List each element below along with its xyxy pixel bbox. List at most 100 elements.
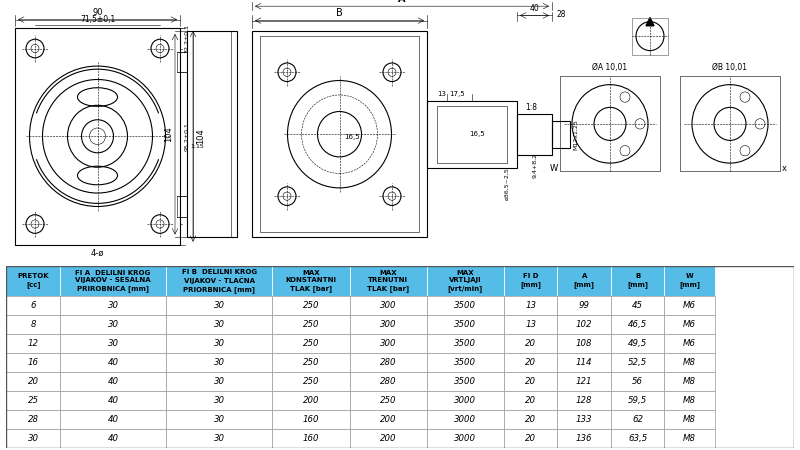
- Text: 46,5: 46,5: [628, 320, 647, 329]
- Bar: [558, 315, 611, 334]
- Text: 3500: 3500: [454, 320, 476, 329]
- Text: 30: 30: [107, 301, 118, 310]
- Text: 300: 300: [380, 301, 397, 310]
- Bar: [6, 391, 60, 410]
- Bar: [60, 296, 166, 315]
- Text: M8: M8: [683, 396, 696, 405]
- Text: 160: 160: [302, 434, 319, 443]
- Text: 63,5: 63,5: [628, 434, 647, 443]
- Text: 121: 121: [576, 377, 593, 386]
- Text: 102: 102: [576, 320, 593, 329]
- Bar: [166, 315, 273, 334]
- Bar: [166, 266, 273, 296]
- Text: 56: 56: [632, 377, 643, 386]
- Text: M8: M8: [683, 415, 696, 424]
- Text: 20: 20: [525, 396, 536, 405]
- Text: ØB 10,01: ØB 10,01: [713, 63, 747, 72]
- Bar: [611, 296, 665, 315]
- Text: 1:8: 1:8: [525, 103, 537, 112]
- Bar: [665, 334, 715, 353]
- Text: 30: 30: [214, 358, 225, 367]
- Bar: [560, 76, 660, 171]
- Text: 30: 30: [214, 320, 225, 329]
- Bar: [6, 410, 60, 429]
- Text: 300: 300: [380, 320, 397, 329]
- Text: 30: 30: [28, 434, 38, 443]
- Bar: [273, 334, 350, 353]
- Bar: [350, 296, 426, 315]
- Text: 16,5: 16,5: [345, 134, 360, 140]
- Bar: [665, 353, 715, 372]
- Bar: [273, 429, 350, 448]
- Bar: [611, 391, 665, 410]
- Text: 6: 6: [30, 301, 36, 310]
- Bar: [6, 334, 60, 353]
- Bar: [60, 266, 166, 296]
- Bar: [437, 106, 507, 162]
- Bar: [6, 315, 60, 334]
- Text: 8: 8: [30, 320, 36, 329]
- Bar: [273, 372, 350, 391]
- Bar: [426, 266, 504, 296]
- Bar: [273, 315, 350, 334]
- Text: 300: 300: [380, 339, 397, 348]
- Bar: [552, 121, 570, 148]
- Bar: [166, 372, 273, 391]
- Text: 13: 13: [525, 301, 536, 310]
- Text: M8: M8: [683, 377, 696, 386]
- Text: MAX
VRTLJAJI
[vrt/min]: MAX VRTLJAJI [vrt/min]: [448, 270, 483, 292]
- Text: 99: 99: [578, 301, 590, 310]
- Bar: [504, 266, 558, 296]
- Text: 12: 12: [28, 339, 38, 348]
- Bar: [273, 391, 350, 410]
- Bar: [558, 372, 611, 391]
- Text: 3000: 3000: [454, 434, 476, 443]
- Text: 30: 30: [214, 396, 225, 405]
- Text: 20: 20: [525, 358, 536, 367]
- Text: 17,5: 17,5: [449, 90, 465, 96]
- Text: 30: 30: [107, 320, 118, 329]
- Text: x: x: [782, 164, 787, 173]
- Text: 3500: 3500: [454, 377, 476, 386]
- Bar: [558, 429, 611, 448]
- Text: 30: 30: [107, 339, 118, 348]
- Bar: [558, 410, 611, 429]
- Text: MAX
TRENUTNI
TLAK [bar]: MAX TRENUTNI TLAK [bar]: [367, 270, 410, 292]
- Bar: [60, 410, 166, 429]
- Bar: [6, 266, 60, 296]
- Text: 200: 200: [302, 396, 319, 405]
- Bar: [632, 18, 668, 55]
- Bar: [350, 353, 426, 372]
- Bar: [273, 296, 350, 315]
- Bar: [665, 391, 715, 410]
- Text: 40: 40: [107, 396, 118, 405]
- Text: 104: 104: [196, 128, 205, 144]
- Text: 3000: 3000: [454, 415, 476, 424]
- Text: 59,5: 59,5: [628, 396, 647, 405]
- Bar: [680, 76, 780, 171]
- Text: M8: M8: [683, 358, 696, 367]
- Bar: [60, 391, 166, 410]
- Bar: [273, 410, 350, 429]
- Text: 9,4+8,2: 9,4+8,2: [532, 153, 537, 178]
- Bar: [6, 429, 60, 448]
- Bar: [558, 391, 611, 410]
- Bar: [350, 372, 426, 391]
- Bar: [350, 391, 426, 410]
- Text: 114: 114: [576, 358, 593, 367]
- Bar: [611, 429, 665, 448]
- Text: 20: 20: [28, 377, 38, 386]
- Text: 40: 40: [107, 377, 118, 386]
- Bar: [166, 429, 273, 448]
- Bar: [558, 266, 611, 296]
- Bar: [166, 334, 273, 353]
- Text: 250: 250: [302, 339, 319, 348]
- Bar: [166, 296, 273, 315]
- Bar: [504, 353, 558, 372]
- Bar: [611, 266, 665, 296]
- Text: 280: 280: [380, 377, 397, 386]
- Text: 45: 45: [632, 301, 643, 310]
- Text: 40: 40: [530, 4, 539, 13]
- Bar: [426, 353, 504, 372]
- Text: W: W: [550, 164, 558, 173]
